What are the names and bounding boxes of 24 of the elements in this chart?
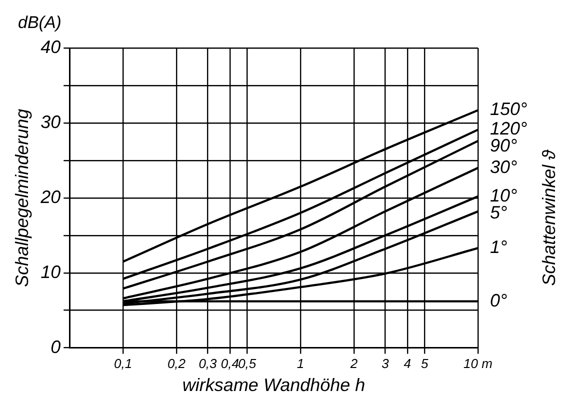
x-axis-title: wirksame Wandhöhe h xyxy=(182,375,366,396)
series-label: 0° xyxy=(490,290,508,310)
x-tick-label: 0,2 xyxy=(167,356,186,372)
x-tick-label: 4 xyxy=(404,356,411,372)
x-tick-label: 2 xyxy=(349,356,358,372)
x-tick-label: 0,3 xyxy=(198,356,218,372)
series-label: 1° xyxy=(490,237,508,258)
series-label: 30° xyxy=(490,156,518,177)
y-tick-label: 0 xyxy=(50,336,61,357)
y2-axis-title: Schattenwinkel ϑ xyxy=(539,148,559,286)
y-axis-title: Schallpegelminderung xyxy=(12,108,32,287)
text: dB(A) xyxy=(18,13,62,32)
x-tick-label: 0,1 xyxy=(114,356,132,372)
x-tick-label: 0,5 xyxy=(238,356,257,372)
x-tick-label: 3 xyxy=(382,356,390,372)
x-tick-label: 1 xyxy=(296,356,304,372)
y-tick-label: 10 xyxy=(40,262,61,282)
x-tick-label: 10 m xyxy=(464,356,493,372)
series-label: 150° xyxy=(490,99,528,120)
y-tick-label: 40 xyxy=(40,37,61,57)
x-tick-label: 5 xyxy=(420,356,429,372)
x-tick-label: 0,4 xyxy=(220,356,239,372)
y-tick-label: 20 xyxy=(40,186,61,207)
y-tick-label: 30 xyxy=(40,112,61,132)
